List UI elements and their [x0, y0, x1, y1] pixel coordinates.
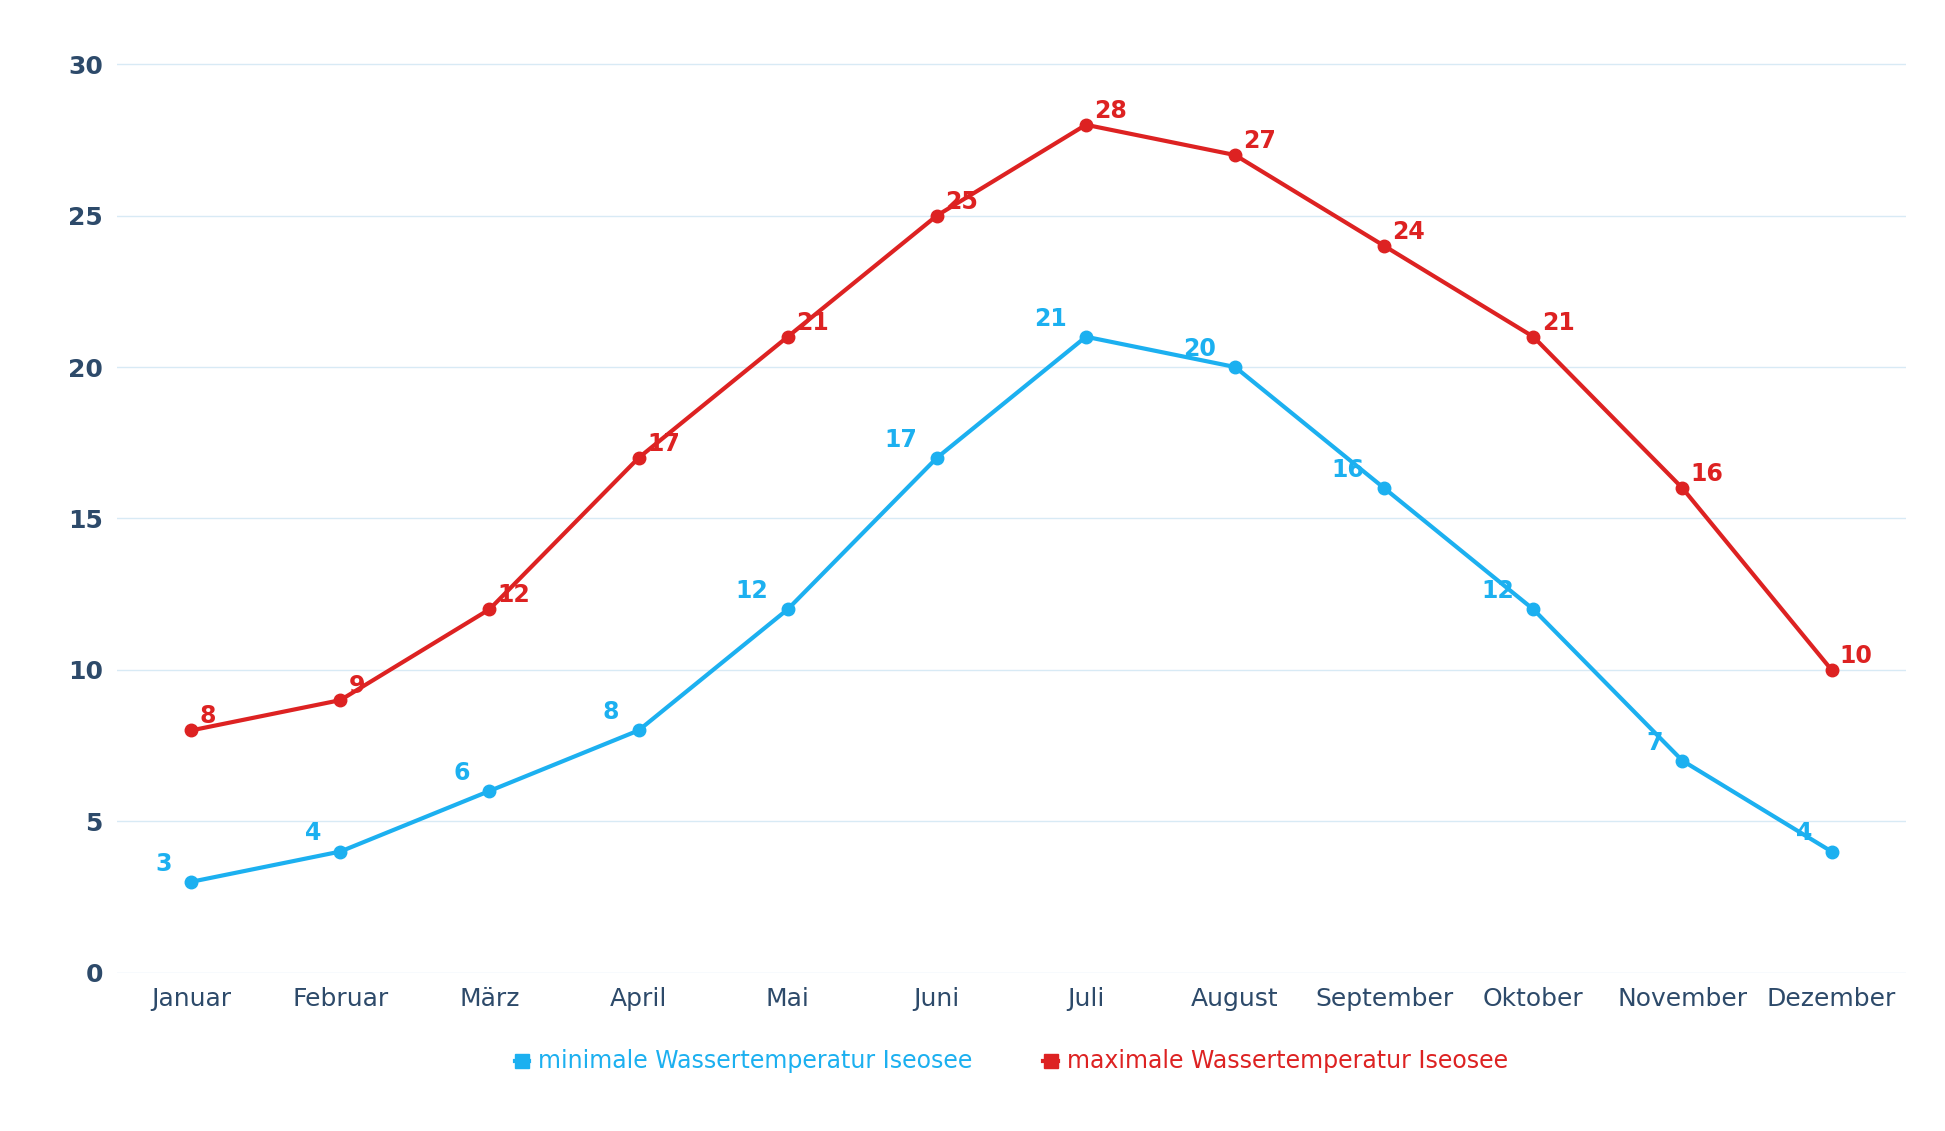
maximale Wassertemperatur Iseosee — [1074, 118, 1097, 131]
maximale Wassertemperatur Iseosee — [1671, 482, 1694, 495]
Text: 27: 27 — [1243, 129, 1276, 153]
minimale Wassertemperatur Iseosee — [179, 875, 202, 889]
Text: 12: 12 — [1480, 579, 1513, 603]
Text: 21: 21 — [1033, 307, 1066, 330]
Text: 8: 8 — [603, 700, 619, 724]
Text: 4: 4 — [1795, 821, 1813, 845]
minimale Wassertemperatur Iseosee — [329, 845, 352, 858]
Text: 12: 12 — [498, 584, 531, 607]
Text: 3: 3 — [156, 852, 171, 875]
minimale Wassertemperatur Iseosee — [626, 724, 650, 737]
Legend: minimale Wassertemperatur Iseosee, maximale Wassertemperatur Iseosee: minimale Wassertemperatur Iseosee, maxim… — [506, 1041, 1517, 1082]
maximale Wassertemperatur Iseosee — [1521, 330, 1544, 344]
maximale Wassertemperatur Iseosee — [776, 330, 799, 344]
Text: 4: 4 — [305, 821, 321, 845]
Text: 21: 21 — [1542, 311, 1574, 335]
Text: 17: 17 — [648, 432, 681, 456]
Text: 16: 16 — [1332, 458, 1365, 482]
Text: 25: 25 — [945, 190, 978, 214]
minimale Wassertemperatur Iseosee — [1821, 845, 1844, 858]
Text: 9: 9 — [348, 674, 366, 698]
minimale Wassertemperatur Iseosee — [1671, 754, 1694, 768]
Line: minimale Wassertemperatur Iseosee: minimale Wassertemperatur Iseosee — [185, 330, 1838, 888]
Text: 21: 21 — [796, 311, 829, 335]
Text: 10: 10 — [1840, 644, 1873, 668]
Text: 16: 16 — [1690, 463, 1723, 486]
minimale Wassertemperatur Iseosee — [1373, 482, 1397, 495]
maximale Wassertemperatur Iseosee — [626, 451, 650, 465]
Line: maximale Wassertemperatur Iseosee: maximale Wassertemperatur Iseosee — [185, 119, 1838, 736]
minimale Wassertemperatur Iseosee — [1521, 603, 1544, 616]
maximale Wassertemperatur Iseosee — [179, 724, 202, 737]
maximale Wassertemperatur Iseosee — [926, 209, 949, 223]
Text: 20: 20 — [1183, 337, 1216, 361]
maximale Wassertemperatur Iseosee — [478, 603, 502, 616]
Text: 7: 7 — [1647, 731, 1663, 754]
minimale Wassertemperatur Iseosee — [776, 603, 799, 616]
Text: 17: 17 — [885, 428, 918, 451]
Text: 12: 12 — [735, 579, 768, 603]
minimale Wassertemperatur Iseosee — [478, 784, 502, 797]
Text: 24: 24 — [1393, 219, 1426, 244]
Text: 28: 28 — [1095, 98, 1128, 123]
minimale Wassertemperatur Iseosee — [926, 451, 949, 465]
maximale Wassertemperatur Iseosee — [1821, 663, 1844, 676]
minimale Wassertemperatur Iseosee — [1074, 330, 1097, 344]
minimale Wassertemperatur Iseosee — [1223, 361, 1247, 374]
Text: 6: 6 — [453, 761, 471, 785]
maximale Wassertemperatur Iseosee — [1373, 239, 1397, 252]
Text: 8: 8 — [200, 705, 216, 728]
maximale Wassertemperatur Iseosee — [1223, 148, 1247, 162]
maximale Wassertemperatur Iseosee — [329, 693, 352, 707]
